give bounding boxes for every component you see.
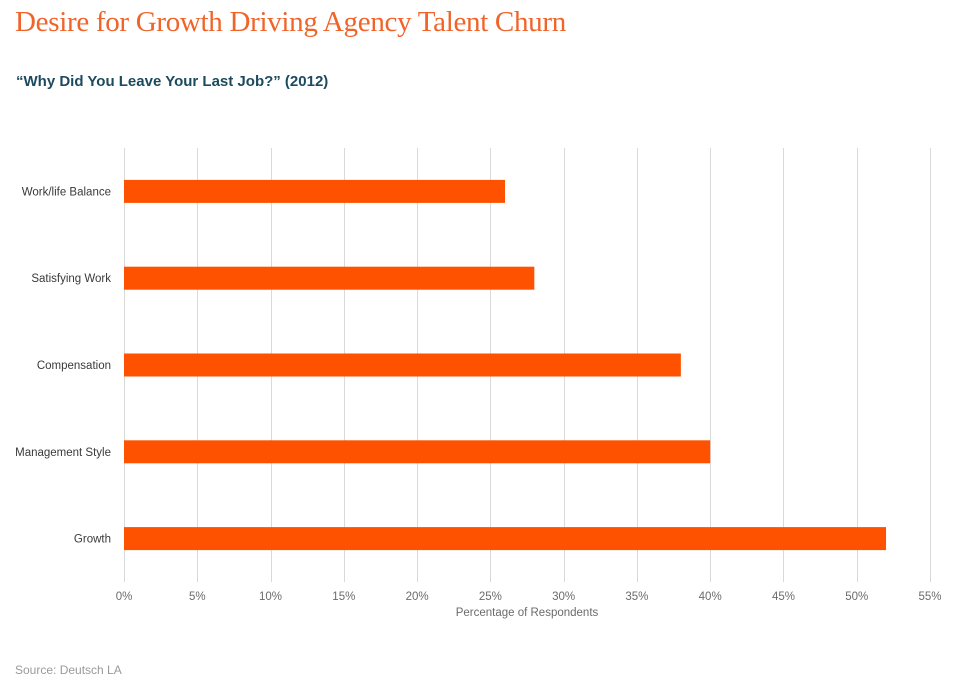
x-tick-label: 15% — [332, 591, 355, 603]
category-label: Work/life Balance — [22, 186, 111, 198]
x-tick-label: 55% — [918, 591, 941, 603]
x-tick-label: 30% — [552, 591, 575, 603]
bar — [124, 266, 535, 290]
x-tick-labels: 0% 5% 10% 15% 20% 25% 30% 35% 40% 45% 50% 55% — [116, 591, 942, 603]
category-label: Management Style — [15, 447, 111, 459]
x-tick-label: 10% — [259, 591, 282, 603]
bar — [124, 527, 887, 551]
chart-title: Desire for Growth Driving Agency Talent … — [15, 6, 566, 38]
x-tick-label: 20% — [406, 591, 429, 603]
x-axis-title: Percentage of Respondents — [456, 607, 599, 619]
x-tick-label: 45% — [772, 591, 795, 603]
x-tick-label: 5% — [189, 591, 206, 603]
source-note: Source: Deutsch LA — [15, 663, 122, 677]
x-tick-label: 35% — [625, 591, 648, 603]
category-labels: Work/life Balance Satisfying Work Compensa… — [15, 186, 111, 545]
bars — [124, 179, 887, 551]
x-tick-label: 25% — [479, 591, 502, 603]
bar — [124, 353, 681, 377]
x-tick-label: 0% — [116, 591, 133, 603]
category-label: Satisfying Work — [31, 273, 111, 285]
x-tick-label: 40% — [699, 591, 722, 603]
chart-subtitle: “Why Did You Leave Your Last Job?” (2012… — [16, 73, 329, 90]
category-label: Growth — [74, 534, 111, 546]
x-tick-label: 50% — [845, 591, 868, 603]
bar — [124, 440, 711, 464]
bar — [124, 179, 506, 203]
category-label: Compensation — [37, 360, 111, 372]
